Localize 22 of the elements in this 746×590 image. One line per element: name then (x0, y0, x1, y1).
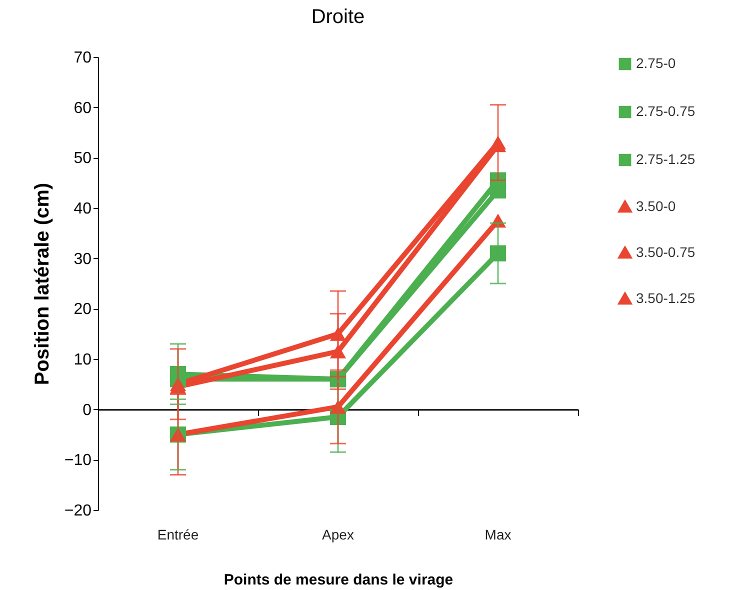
y-tick-label: 60 (74, 100, 92, 117)
y-tick-label: −20 (64, 502, 92, 520)
x-tick-label: Max (484, 526, 512, 542)
x-tick-label: Entrée (157, 526, 199, 542)
chart-title: Droite (311, 6, 365, 28)
legend-label: 2.75-0.75 (636, 103, 696, 119)
legend-label: 2.75-0 (636, 55, 676, 71)
y-tick-label: 20 (74, 301, 92, 318)
legend-label: 3.50-0.75 (636, 244, 696, 260)
y-axis-title: Position latérale (cm) (31, 182, 54, 386)
y-tick-label: 10 (74, 352, 92, 368)
x-axis-title: Points de mesure dans le virage (224, 572, 454, 588)
legend-label: 3.50-0 (636, 198, 676, 214)
y-tick-label: −10 (64, 452, 92, 470)
x-tick-label: Apex (322, 526, 354, 542)
y-tick-label: 40 (74, 200, 92, 218)
y-tick-label: 0 (82, 402, 92, 419)
y-tick-label: 50 (74, 150, 92, 168)
legend-label: 3.50-1.25 (636, 290, 696, 306)
y-tick-label: 70 (74, 50, 92, 66)
legend-label: 2.75-1.25 (636, 151, 696, 167)
y-tick-label: 30 (74, 250, 92, 268)
